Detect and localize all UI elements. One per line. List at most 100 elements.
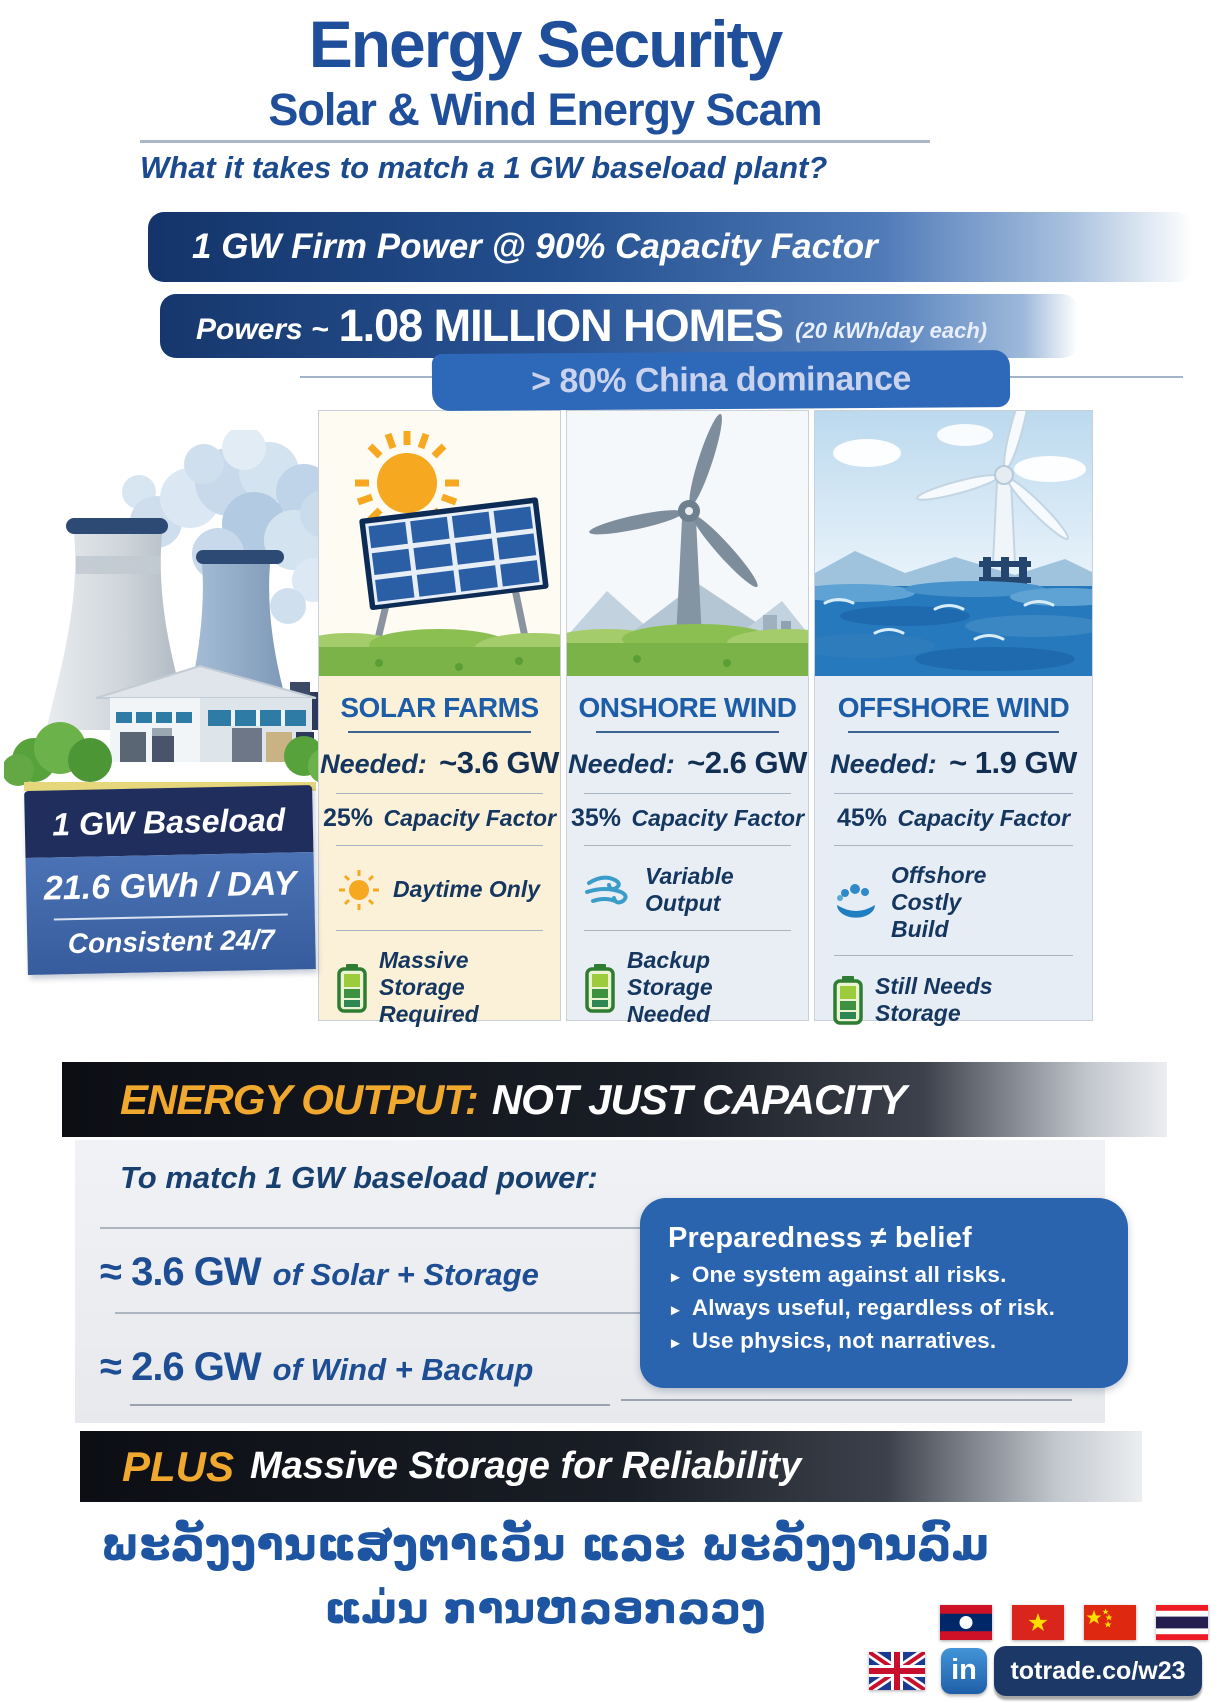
needed-label: Needed: [568, 749, 675, 779]
needed-label: Needed: [830, 749, 937, 779]
solar-column: SOLAR FARMS Needed: ~3.6 GW 25% Capacity… [318, 410, 561, 1027]
onshore-wind-column: ONSHORE WIND Needed: ~2.6 GW 35% Capacit… [566, 410, 809, 1027]
needed-value: ~3.6 GW [439, 745, 559, 780]
totrade-link-label: totrade.co/w23 [1010, 1656, 1186, 1685]
onshore-needed: Needed: ~2.6 GW [567, 745, 808, 781]
bullet-text: Always useful, regardless of risk. [691, 1295, 1056, 1320]
linkedin-label: in [951, 1653, 977, 1686]
needed-label: Needed: [320, 749, 427, 779]
capacity-value: 45% [836, 804, 888, 832]
battery-icon [585, 963, 615, 1013]
tower-rim [66, 518, 168, 534]
arrow-bullet-icon: ► [668, 1335, 683, 1352]
offshore-feature-storage: Still Needs Storage [815, 972, 1092, 1028]
laos-flag[interactable] [940, 1605, 992, 1640]
feature-label: Offshore Costly Build [891, 862, 987, 943]
capacity-value: 35% [570, 804, 622, 832]
baseload-label: 1 GW Baseload [24, 785, 314, 859]
page-title: Energy Security [308, 7, 784, 81]
china-flag[interactable] [1084, 1605, 1136, 1640]
powers-note: (20 kWh/day each) [795, 318, 988, 343]
offshore-title-underline [848, 731, 1059, 733]
divider [130, 1404, 610, 1406]
capacity-label: Capacity Factor [897, 805, 1071, 831]
lao-text-line1: ພະລັງງານແສງຕາເວັນ ແລະ ພະລັງງານລົມ [100, 1518, 990, 1571]
plus-highlight: PLUS [122, 1442, 235, 1490]
divider [583, 930, 792, 931]
feature-label: Backup Storage Needed [627, 947, 713, 1028]
energy-output-banner: ENERGY OUTPUT: NOT JUST CAPACITY [62, 1062, 1167, 1137]
thailand-flag[interactable] [1156, 1605, 1208, 1640]
offshore-info: OFFSHORE WIND Needed: ~ 1.9 GW 45% Capac… [815, 676, 1092, 1028]
divider [335, 845, 544, 846]
offshore-capacity: 45% Capacity Factor [815, 804, 1092, 833]
battery-icon [337, 963, 367, 1013]
solar-title: SOLAR FARMS [340, 692, 539, 723]
solar-panel [359, 497, 549, 644]
nuclear-plant-illustration [4, 430, 334, 791]
preparedness-title: Preparedness ≠ belief [668, 1222, 972, 1254]
wind-turbine [589, 413, 758, 639]
baseload-stat-box: 1 GW Baseload 21.6 GWh / DAY Consistent … [24, 785, 316, 975]
arrow-bullet-icon: ► [668, 1302, 683, 1319]
baseload-body: 21.6 GWh / DAY Consistent 24/7 [25, 851, 316, 975]
preparedness-bullet: ► Use physics, not narratives. [668, 1328, 1100, 1354]
uk-flag[interactable] [869, 1652, 925, 1690]
baseload-output: 21.6 GWh / DAY [43, 864, 297, 908]
grass [319, 629, 560, 676]
linkedin-icon[interactable]: in [941, 1648, 987, 1694]
preparedness-box: Preparedness ≠ belief ► One system again… [640, 1198, 1128, 1388]
needed-value: ~ 1.9 GW [949, 745, 1077, 780]
solar-farm-illustration [319, 411, 560, 676]
china-dominance-badge: > 80% China dominance [431, 349, 1011, 412]
divider [335, 793, 544, 794]
match-wind-rest: of Wind + Backup [272, 1352, 534, 1387]
match-solar-rest: of Solar + Storage [272, 1257, 539, 1292]
match-line-solar: ≈ 3.6 GW of Solar + Storage [100, 1250, 539, 1295]
offshore-title: OFFSHORE WIND [837, 692, 1070, 723]
firm-power-text: 1 GW Firm Power @ 90% Capacity Factor [192, 227, 878, 266]
feature-label: Still Needs Storage [875, 973, 993, 1027]
powers-banner: Powers ~ 1.08 MILLION HOMES (20 kWh/day … [160, 294, 1078, 358]
divider [583, 793, 792, 794]
solar-feature-storage: Massive Storage Required [319, 947, 560, 1028]
feature-label: Variable Output [645, 862, 734, 916]
offshore-wind-column: OFFSHORE WIND Needed: ~ 1.9 GW 45% Capac… [814, 410, 1093, 1026]
onshore-info: ONSHORE WIND Needed: ~2.6 GW 35% Capacit… [567, 676, 808, 1028]
offshore-wind-illustration [815, 411, 1092, 676]
battery-icon [833, 975, 863, 1026]
waves-icon [833, 883, 879, 923]
solar-feature-daytime: Daytime Only [319, 862, 560, 918]
onshore-title: ONSHORE WIND [578, 692, 798, 723]
onshore-feature-variable: Variable Output [567, 862, 808, 918]
onshore-title-underline [595, 731, 780, 733]
energy-output-highlight: ENERGY OUTPUT: [120, 1075, 479, 1123]
offshore-feature-costly: Offshore Costly Build [815, 862, 1092, 943]
preparedness-bullet: ► Always useful, regardless of risk. [668, 1295, 1100, 1321]
preparedness-bullet: ► One system against all risks. [668, 1262, 1100, 1288]
capacity-label: Capacity Factor [383, 805, 557, 831]
match-intro: To match 1 GW baseload power: [120, 1160, 598, 1195]
bushes [4, 722, 334, 786]
firm-power-banner: 1 GW Firm Power @ 90% Capacity Factor [148, 212, 1193, 282]
baseload-consistency: Consistent 24/7 [67, 923, 276, 960]
totrade-link-button[interactable]: totrade.co/w23 [994, 1646, 1202, 1696]
baseload-divider [53, 913, 288, 921]
match-wind-value: ≈ 2.6 GW [100, 1345, 262, 1389]
sun-icon [337, 868, 381, 912]
feature-label: Daytime Only [393, 876, 540, 903]
solar-info: SOLAR FARMS Needed: ~3.6 GW 25% Capacity… [319, 676, 560, 1028]
sea [815, 581, 1092, 676]
plus-storage-banner: PLUS Massive Storage for Reliability [80, 1431, 1142, 1502]
divider [834, 845, 1073, 846]
offshore-turbine [916, 411, 1069, 601]
energy-output-rest: NOT JUST CAPACITY [491, 1075, 907, 1123]
plus-rest: Massive Storage for Reliability [250, 1445, 802, 1487]
vietnam-flag[interactable] [1012, 1605, 1064, 1640]
needed-value: ~2.6 GW [687, 745, 807, 780]
feature-label: Massive Storage Required [379, 947, 479, 1028]
divider [834, 955, 1073, 957]
lao-text-line2: ແມ່ນ ການຫລອກລວງ [324, 1584, 766, 1634]
onshore-capacity: 35% Capacity Factor [567, 804, 808, 833]
